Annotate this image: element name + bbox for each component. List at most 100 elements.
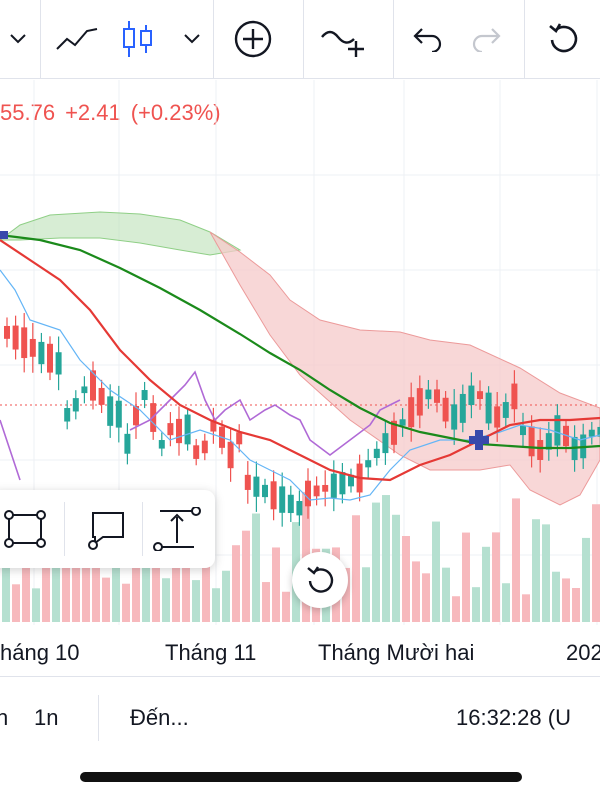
candle-body <box>382 433 389 454</box>
volume-bar <box>252 513 260 622</box>
candle-body <box>597 426 600 437</box>
interval-option-partial[interactable]: n <box>0 705 9 730</box>
volume-bar <box>412 561 420 622</box>
volume-bar <box>512 498 520 622</box>
volume-bar <box>2 543 10 622</box>
volume-bar <box>62 524 70 622</box>
lagging-line <box>0 370 401 481</box>
volume-bar <box>12 584 20 622</box>
volume-bar <box>42 532 50 622</box>
candle-body <box>425 389 432 400</box>
candle-body <box>279 486 286 513</box>
candle-body <box>287 494 294 514</box>
volume-bar <box>222 570 230 622</box>
candle-body <box>408 397 415 428</box>
candle-body <box>330 473 337 498</box>
candle-body <box>184 414 191 445</box>
volume-bar <box>32 588 40 622</box>
reset-icon <box>307 566 334 593</box>
candle-body <box>133 405 139 426</box>
volume-bar <box>242 530 250 622</box>
volume-bar <box>172 547 180 622</box>
volume-bar <box>82 523 90 622</box>
price-range-icon[interactable] <box>142 490 212 568</box>
rectangle-icon[interactable] <box>0 490 60 568</box>
chevron-down-icon[interactable] <box>0 0 36 78</box>
candle-body <box>236 432 243 445</box>
candle-body <box>511 383 518 410</box>
volume-bar <box>52 565 60 622</box>
volume-bar <box>352 515 360 622</box>
crosshair-plus-icon <box>469 430 489 450</box>
add-indicator-icon[interactable] <box>222 0 284 78</box>
goto-date-button[interactable]: Đến... <box>130 705 189 730</box>
refresh-icon[interactable] <box>532 0 594 78</box>
price-change-pct: (+0.23%) <box>130 100 221 125</box>
volume-bar <box>442 567 450 622</box>
candle-body <box>141 390 148 401</box>
candle-body <box>416 388 423 416</box>
x-axis-label-dec: Tháng Mười hai <box>318 640 475 665</box>
volume-bar <box>142 550 150 622</box>
volume-bar <box>212 588 220 622</box>
candle-body <box>588 429 595 437</box>
candle-body <box>253 476 260 497</box>
volume-bar <box>372 502 380 622</box>
ichimoku-cloud-bear <box>209 231 600 506</box>
line-chart-icon[interactable] <box>48 0 106 78</box>
candle-body <box>201 440 208 454</box>
candle-body <box>434 389 440 403</box>
candles-icon[interactable] <box>112 0 162 78</box>
volume-bar <box>492 532 500 622</box>
candle-body <box>47 343 53 373</box>
candle-body <box>176 418 182 444</box>
callout-icon[interactable] <box>72 490 142 568</box>
volume-bar <box>402 536 410 622</box>
candle-body <box>158 440 165 449</box>
clock-timezone[interactable]: 16:32:28 (U <box>456 705 571 730</box>
bottom-bar: n 1n Đến... 16:32:28 (U <box>0 676 600 759</box>
candle-body <box>545 433 552 450</box>
redo-icon[interactable] <box>460 0 512 78</box>
compare-icon[interactable] <box>312 0 374 78</box>
volume-bar <box>152 523 160 622</box>
candle-body <box>554 415 561 446</box>
candle-body <box>296 501 303 516</box>
reset-chart-button[interactable] <box>292 552 348 608</box>
volume-bar <box>282 591 290 622</box>
candle-body <box>12 325 19 350</box>
volume-bar <box>582 537 590 622</box>
candle-body <box>107 396 114 426</box>
volume-bar <box>542 524 550 622</box>
candle-body <box>477 391 483 400</box>
volume-bar <box>232 545 240 622</box>
candle-body <box>305 480 311 507</box>
candle-body <box>520 425 526 436</box>
candle-body <box>21 327 28 359</box>
volume-bar <box>472 587 480 622</box>
candle-body <box>115 400 122 428</box>
ma-slow-line <box>0 233 600 450</box>
candle-body <box>485 392 492 424</box>
volume-bar <box>382 495 390 622</box>
candle-body <box>72 398 79 412</box>
ma-fast-line <box>0 239 600 482</box>
volume-bar <box>102 577 110 622</box>
volume-bar <box>202 558 210 622</box>
x-axis-label-year: 202 <box>566 640 600 665</box>
volume-bar <box>342 567 350 622</box>
candle-body <box>98 387 105 405</box>
drawing-tools-panel <box>0 490 215 568</box>
undo-icon[interactable] <box>402 0 454 78</box>
interval-option-1n[interactable]: 1n <box>34 705 59 730</box>
candle-body <box>502 402 509 418</box>
x-axis-label-oct: háng 10 <box>0 640 80 665</box>
candle-body <box>38 341 45 365</box>
last-price: 55.76 <box>0 100 56 125</box>
candle-body <box>322 484 329 492</box>
candle-body <box>468 385 475 406</box>
candle-body <box>442 397 449 422</box>
volume-bar <box>452 596 460 622</box>
volume-bar <box>92 535 100 622</box>
chevron-down-icon[interactable] <box>176 0 208 78</box>
